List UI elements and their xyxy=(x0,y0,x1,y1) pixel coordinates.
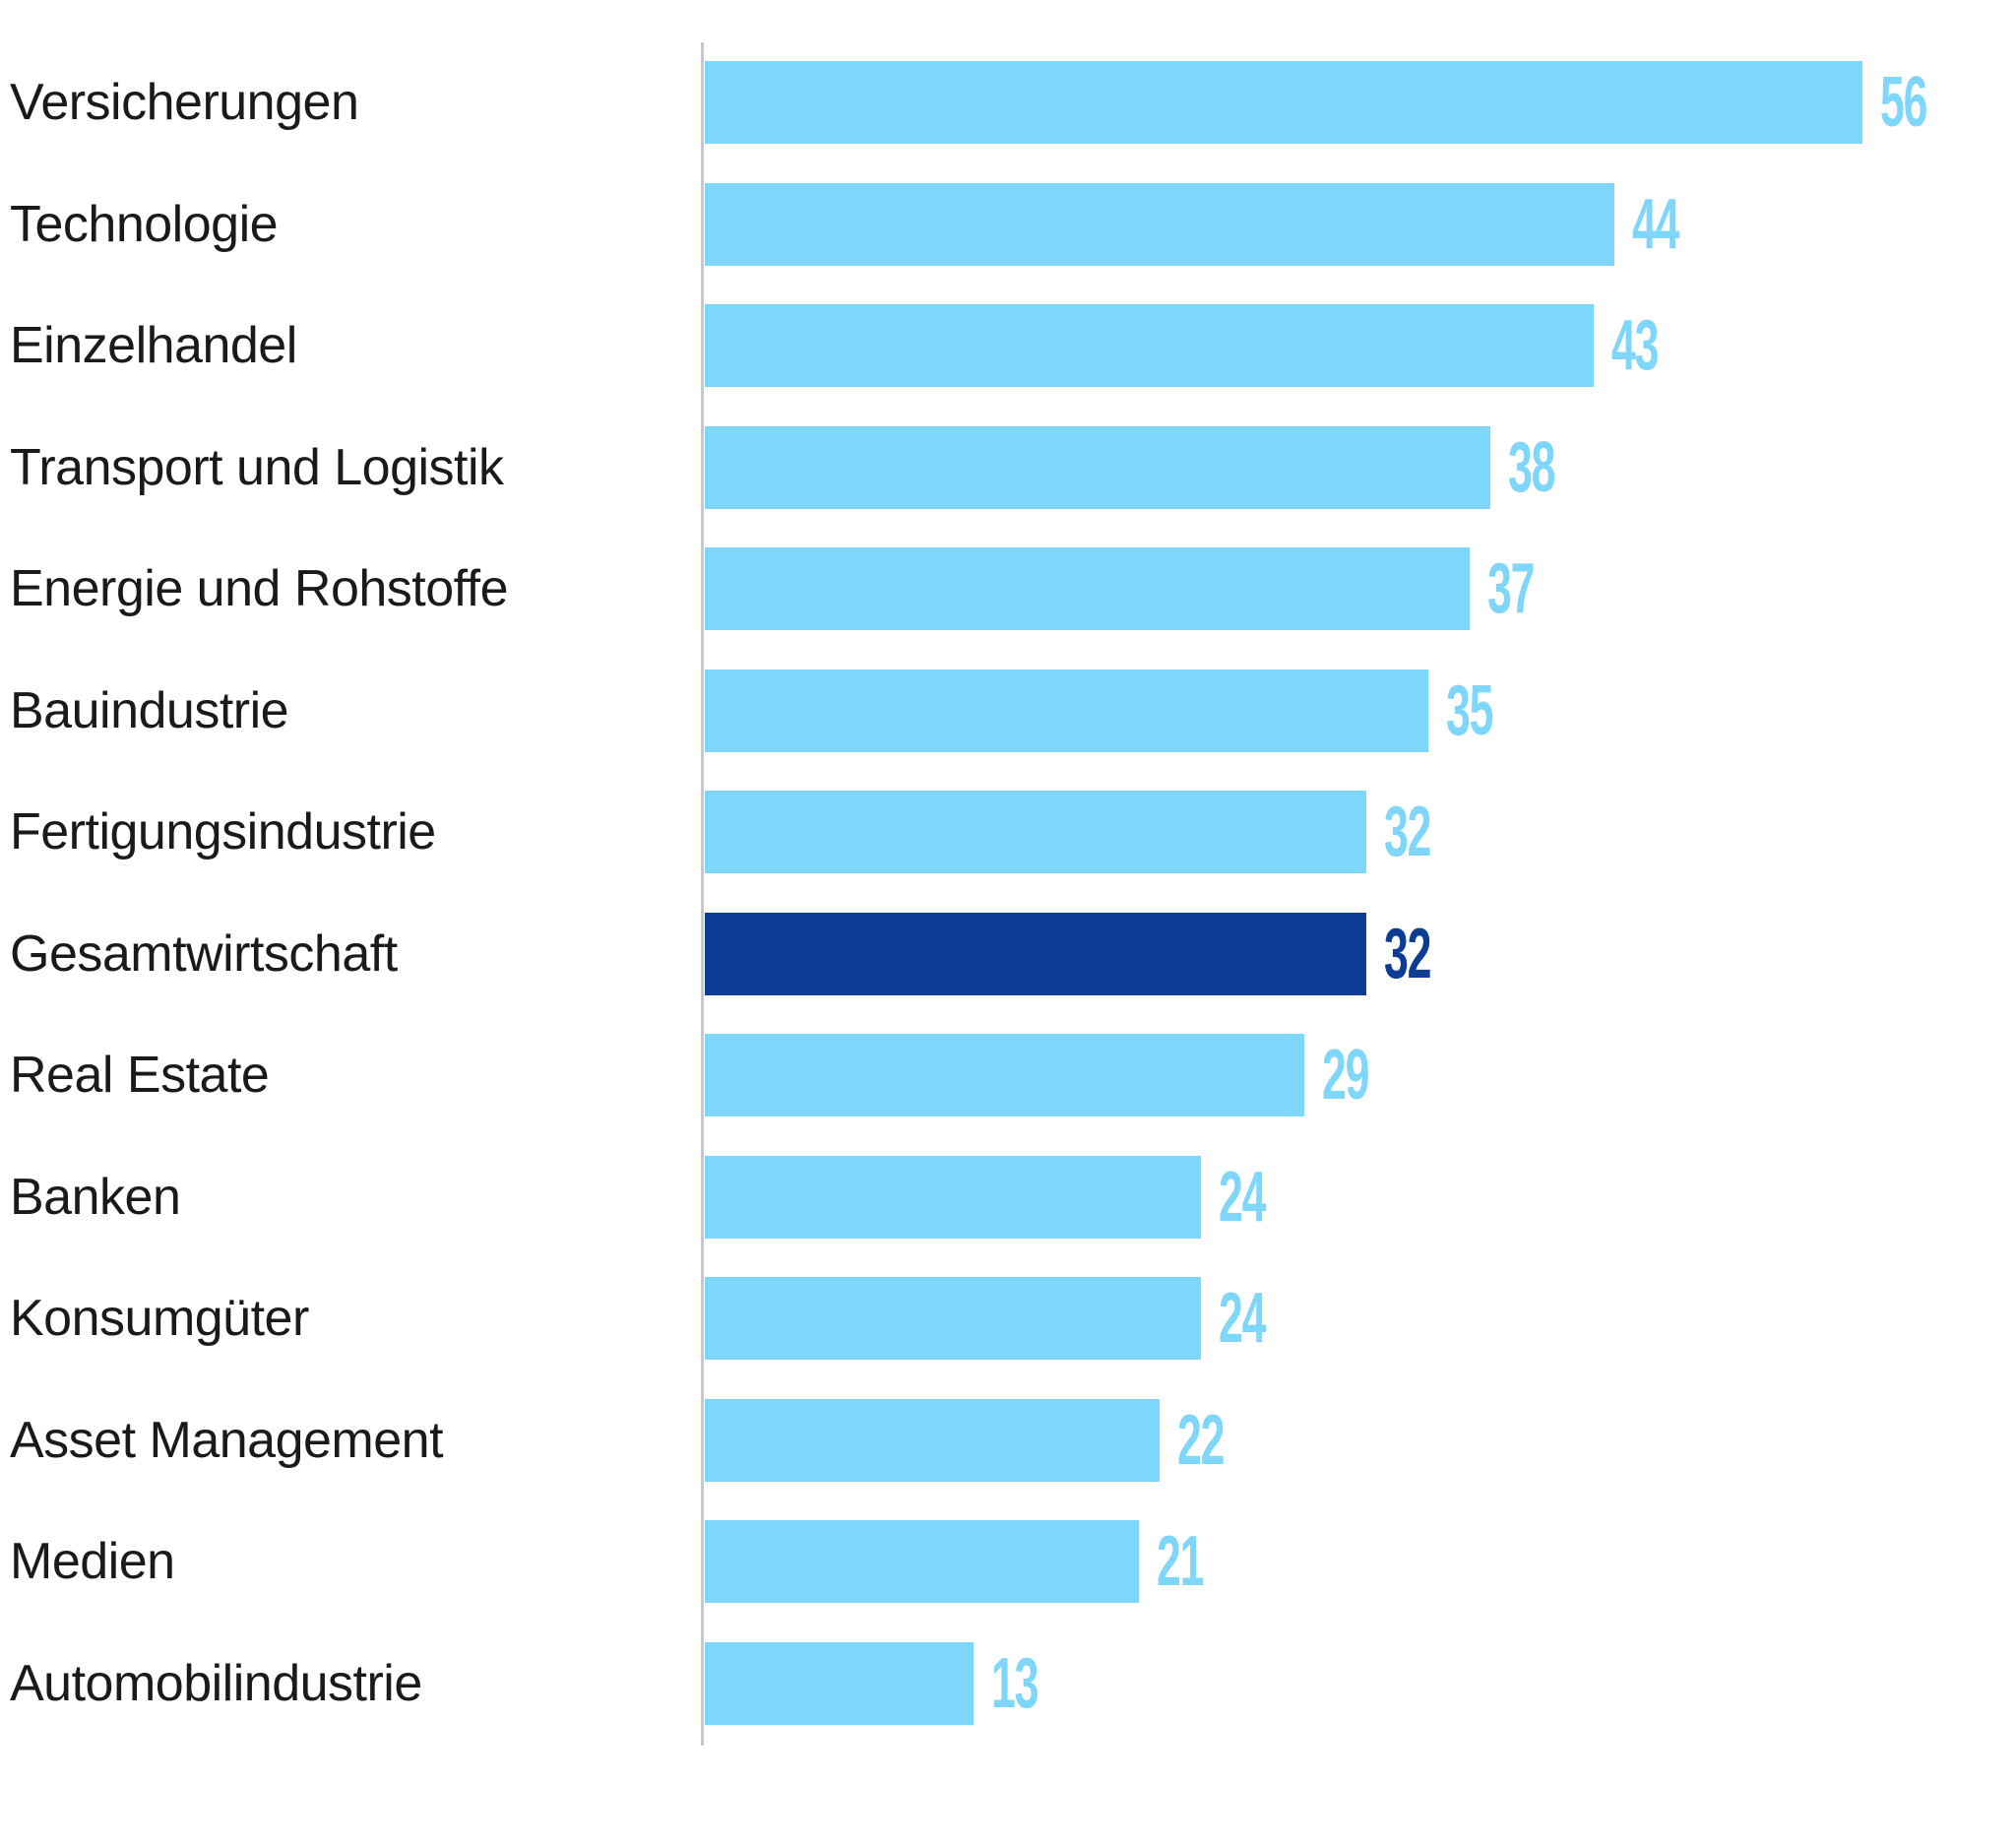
category-label: Automobilindustrie xyxy=(10,1654,422,1712)
chart-row: Fertigungsindustrie 32 xyxy=(0,791,2016,873)
chart-row: Transport und Logistik 38 xyxy=(0,425,2016,509)
chart-row: Konsumgüter 24 xyxy=(0,1277,2016,1360)
chart-row: Versicherungen 56 xyxy=(0,61,2016,144)
category-label: Einzelhandel xyxy=(10,317,297,374)
category-label: Versicherungen xyxy=(10,74,359,131)
bar xyxy=(705,425,1490,509)
chart-row: Real Estate 29 xyxy=(0,1034,2016,1116)
bar xyxy=(705,547,1470,630)
chart-row: Einzelhandel 43 xyxy=(0,304,2016,387)
y-axis-line xyxy=(701,42,704,1746)
value-label: 44 xyxy=(1632,184,1679,264)
bar xyxy=(705,1398,1160,1482)
category-label: Energie und Rohstoffe xyxy=(10,560,509,617)
chart-row: Technologie 44 xyxy=(0,182,2016,266)
bar-highlighted xyxy=(705,912,1366,995)
value-label: 37 xyxy=(1487,549,1535,628)
chart-row: Automobilindustrie 13 xyxy=(0,1641,2016,1725)
bar xyxy=(705,1277,1201,1360)
category-label: Fertigungsindustrie xyxy=(10,803,436,860)
value-label: 32 xyxy=(1384,793,1431,871)
category-label: Transport und Logistik xyxy=(10,438,504,496)
category-label: Medien xyxy=(10,1533,175,1590)
category-label: Gesamtwirtschaft xyxy=(10,924,398,983)
value-label: 35 xyxy=(1446,670,1493,750)
value-label: 22 xyxy=(1177,1400,1225,1480)
value-label: 43 xyxy=(1611,306,1659,385)
category-label: Bauindustrie xyxy=(10,681,289,739)
category-label: Real Estate xyxy=(10,1047,270,1104)
category-label: Konsumgüter xyxy=(10,1290,309,1347)
bar xyxy=(705,1641,974,1725)
value-label: 38 xyxy=(1508,427,1555,507)
chart-row: Medien 21 xyxy=(0,1520,2016,1603)
value-label: 32 xyxy=(1384,914,1431,993)
chart-row: Asset Management 22 xyxy=(0,1398,2016,1482)
category-label: Technologie xyxy=(10,195,279,253)
chart-row: Energie und Rohstoffe 37 xyxy=(0,547,2016,630)
bar xyxy=(705,669,1428,752)
chart-row: Gesamtwirtschaft 32 xyxy=(0,912,2016,995)
chart-rows: Versicherungen 56 Technologie 44 Einzelhande… xyxy=(0,61,2016,1725)
bar xyxy=(705,1520,1139,1603)
value-label: 56 xyxy=(1880,63,1927,142)
value-label: 29 xyxy=(1322,1036,1369,1115)
bar xyxy=(705,61,1862,144)
value-label: 24 xyxy=(1219,1157,1266,1237)
value-label: 21 xyxy=(1157,1522,1204,1601)
chart-row: Bauindustrie 35 xyxy=(0,669,2016,752)
bar xyxy=(705,304,1594,387)
bar xyxy=(705,1034,1304,1116)
bar xyxy=(705,182,1614,266)
bar xyxy=(705,791,1366,873)
bar xyxy=(705,1155,1201,1239)
value-label: 24 xyxy=(1219,1279,1266,1358)
value-label: 13 xyxy=(991,1643,1039,1723)
chart-row: Banken 24 xyxy=(0,1155,2016,1239)
category-label: Banken xyxy=(10,1168,181,1226)
category-label: Asset Management xyxy=(10,1411,444,1469)
